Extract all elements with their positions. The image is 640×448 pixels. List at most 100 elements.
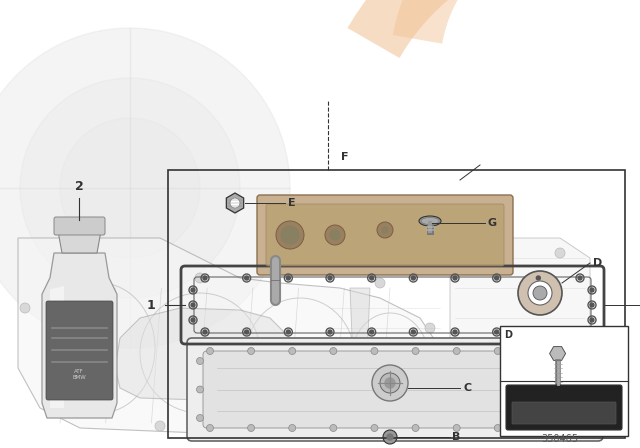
Circle shape — [248, 425, 255, 431]
Circle shape — [330, 348, 337, 354]
Polygon shape — [350, 288, 370, 408]
Circle shape — [577, 348, 584, 354]
Circle shape — [495, 330, 499, 334]
Circle shape — [385, 378, 395, 388]
Circle shape — [536, 348, 542, 354]
Circle shape — [578, 276, 582, 280]
Circle shape — [465, 248, 475, 258]
Polygon shape — [550, 347, 566, 361]
Circle shape — [425, 323, 435, 333]
Circle shape — [244, 276, 249, 280]
Text: E: E — [288, 198, 296, 208]
Circle shape — [60, 118, 200, 258]
Ellipse shape — [421, 217, 439, 224]
Polygon shape — [227, 193, 244, 213]
Circle shape — [289, 425, 296, 431]
Text: B: B — [452, 432, 460, 442]
Text: D: D — [593, 258, 602, 268]
FancyBboxPatch shape — [187, 338, 603, 441]
Circle shape — [533, 286, 547, 300]
Circle shape — [380, 373, 400, 393]
Circle shape — [382, 227, 388, 233]
Circle shape — [465, 413, 475, 423]
Circle shape — [586, 386, 593, 393]
Text: 1: 1 — [147, 298, 155, 311]
Circle shape — [230, 198, 240, 208]
Circle shape — [0, 28, 290, 348]
FancyBboxPatch shape — [266, 204, 504, 266]
Circle shape — [590, 303, 594, 307]
Text: F: F — [341, 152, 349, 162]
FancyBboxPatch shape — [203, 351, 587, 428]
Circle shape — [453, 276, 457, 280]
Circle shape — [286, 276, 291, 280]
Circle shape — [494, 348, 501, 354]
Circle shape — [325, 225, 345, 245]
Circle shape — [20, 303, 30, 313]
Polygon shape — [115, 308, 290, 400]
Circle shape — [276, 221, 304, 249]
Polygon shape — [58, 231, 101, 253]
Circle shape — [412, 348, 419, 354]
Circle shape — [453, 348, 460, 354]
Circle shape — [578, 330, 582, 334]
Circle shape — [518, 271, 562, 315]
Circle shape — [244, 330, 249, 334]
Text: ATF
BMW: ATF BMW — [72, 369, 86, 380]
Text: 350465: 350465 — [541, 434, 579, 444]
Circle shape — [494, 425, 501, 431]
Circle shape — [590, 288, 594, 292]
Circle shape — [330, 230, 340, 240]
FancyBboxPatch shape — [257, 195, 513, 275]
Circle shape — [371, 425, 378, 431]
Circle shape — [577, 425, 584, 431]
Circle shape — [453, 425, 460, 431]
Circle shape — [555, 413, 565, 423]
Circle shape — [495, 276, 499, 280]
Circle shape — [196, 358, 204, 365]
Circle shape — [191, 288, 195, 292]
Circle shape — [281, 226, 299, 244]
Circle shape — [328, 330, 332, 334]
Circle shape — [590, 318, 594, 322]
Circle shape — [196, 414, 204, 422]
Circle shape — [191, 303, 195, 307]
Circle shape — [412, 425, 419, 431]
Circle shape — [453, 330, 457, 334]
Circle shape — [155, 421, 165, 431]
Circle shape — [370, 276, 374, 280]
Circle shape — [536, 330, 540, 334]
Circle shape — [289, 348, 296, 354]
Polygon shape — [50, 286, 64, 408]
Circle shape — [387, 434, 393, 440]
Text: C: C — [463, 383, 471, 393]
FancyBboxPatch shape — [506, 385, 622, 430]
Circle shape — [195, 273, 205, 283]
Polygon shape — [18, 238, 440, 433]
Circle shape — [203, 276, 207, 280]
Circle shape — [286, 330, 291, 334]
Circle shape — [383, 430, 397, 444]
Circle shape — [50, 403, 60, 413]
Circle shape — [412, 276, 415, 280]
Circle shape — [586, 414, 593, 422]
Circle shape — [305, 423, 315, 433]
Circle shape — [191, 318, 195, 322]
Circle shape — [330, 425, 337, 431]
Circle shape — [196, 386, 204, 393]
Circle shape — [370, 330, 374, 334]
FancyBboxPatch shape — [46, 301, 113, 400]
Circle shape — [375, 278, 385, 288]
Polygon shape — [42, 253, 117, 418]
PathPatch shape — [348, 0, 640, 308]
Circle shape — [248, 348, 255, 354]
Circle shape — [328, 276, 332, 280]
Text: G: G — [488, 218, 497, 228]
Circle shape — [528, 281, 552, 305]
Circle shape — [372, 365, 408, 401]
FancyBboxPatch shape — [54, 217, 105, 235]
Circle shape — [377, 222, 393, 238]
Circle shape — [412, 330, 415, 334]
Circle shape — [207, 425, 214, 431]
Polygon shape — [450, 238, 590, 428]
